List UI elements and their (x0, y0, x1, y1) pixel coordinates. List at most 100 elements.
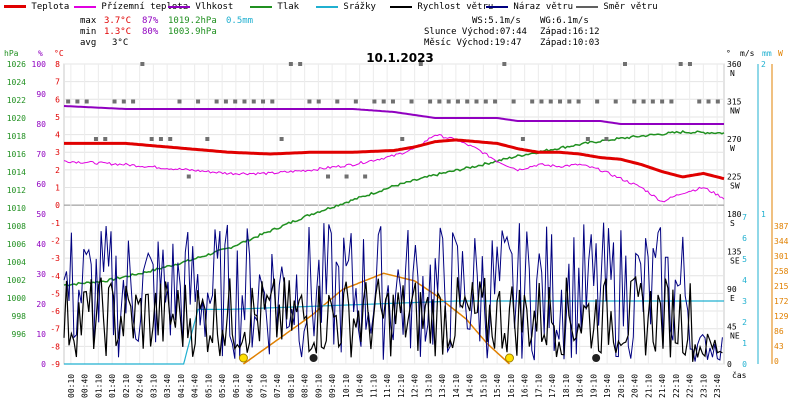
rain-tick-label: 1 (761, 210, 766, 219)
wind-dir-point (103, 137, 108, 141)
stats-max-label: max (80, 16, 97, 26)
stats-avg-temp: 3°C (112, 38, 129, 48)
x-tick-label: 22:10 (672, 374, 681, 398)
wind-dir-point (84, 99, 89, 104)
wind-dir-point (558, 99, 563, 104)
wind-dir-point (381, 99, 386, 104)
solar-tick-label: 129 (774, 312, 789, 321)
pressure-tick-label: 1014 (7, 168, 26, 177)
wind-dir-point (353, 99, 358, 104)
wind-cardinal-label: S (730, 219, 735, 228)
pressure-tick-label: 1002 (7, 276, 26, 285)
x-tick-label: 11:10 (369, 374, 378, 398)
axis-title-mm: mm (762, 49, 772, 58)
x-tick-label: 03:40 (163, 374, 172, 398)
x-tick-label: 00:10 (67, 374, 76, 398)
wind-dir-point (613, 99, 618, 104)
sunrise: Slunce Východ:07:44 (424, 27, 527, 37)
solar-tick-label: 0 (774, 357, 779, 366)
chart-title: 10.1.2023 (366, 51, 434, 65)
wind-dir-tick-label: 180 (727, 210, 742, 219)
wind-dir-point (687, 62, 692, 66)
solar-tick-label: 172 (774, 297, 789, 306)
wind-cardinal-label: N (730, 69, 735, 78)
wind-dir-point (455, 99, 460, 104)
rain-tick-label: 2 (761, 60, 766, 69)
humidity-tick-label: 100 (32, 60, 47, 69)
x-tick-label: 23:10 (699, 374, 708, 398)
wind-dir-point (93, 137, 98, 141)
sunrise-marker (238, 353, 248, 363)
wind-speed-tick-label: 0 (742, 360, 747, 369)
x-tick-label: 20:40 (631, 374, 640, 398)
temperature-tick-label: 2 (55, 166, 60, 175)
pressure-tick-label: 1004 (7, 258, 26, 267)
series-vlhkost (63, 105, 724, 125)
pressure-tick-label: 996 (12, 330, 27, 339)
wind-dir-point (548, 99, 553, 104)
stats-min-press: 1003.9hPa (168, 27, 217, 37)
wind-dir-point (363, 174, 368, 179)
temperature-tick-label: -8 (50, 342, 60, 351)
wind-speed-avg: WS:5.1m/s (472, 16, 521, 26)
wind-dir-point (576, 99, 581, 104)
sunset-marker (505, 353, 514, 363)
x-tick-label: 07:10 (259, 374, 268, 398)
wind-dir-tick-label: 270 (727, 135, 742, 144)
x-tick-label: 22:40 (686, 374, 695, 398)
wind-dir-point (261, 99, 266, 104)
axis-title-deg: ° (726, 49, 731, 58)
humidity-tick-label: 30 (36, 270, 46, 279)
humidity-tick-label: 20 (36, 300, 46, 309)
pressure-tick-label: 1022 (7, 96, 26, 105)
x-tick-label: 19:40 (603, 374, 612, 398)
x-tick-label: 02:40 (136, 374, 145, 398)
stats-max-press: 1019.2hPa (168, 16, 217, 26)
wind-dir-point (344, 174, 349, 179)
humidity-tick-label: 50 (36, 210, 46, 219)
wind-dir-point (205, 137, 210, 141)
wind-dir-point (650, 99, 655, 104)
wind-speed-tick-label: 1 (742, 339, 747, 348)
wind-dir-point (270, 99, 275, 104)
legend-rychlost-vetru: Rychlost větru (390, 2, 493, 12)
legend-vlhkost: Vlhkost (168, 2, 233, 12)
wind-dir-point (112, 99, 117, 104)
wind-dir-point (242, 99, 247, 104)
wind-cardinal-label: SE (730, 257, 740, 266)
solar-tick-label: 301 (774, 252, 789, 261)
x-tick-label: 21:10 (644, 374, 653, 398)
wind-dir-point (168, 137, 173, 141)
wind-dir-point (595, 99, 600, 104)
humidity-tick-label: 0 (41, 360, 46, 369)
legend-prizemni-teplota: Přízemní teplota (74, 2, 188, 12)
wind-cardinal-label: W (730, 144, 735, 153)
wind-dir-point (400, 137, 405, 141)
wind-dir-point (511, 99, 516, 104)
humidity-tick-label: 60 (36, 180, 46, 189)
x-tick-label: 16:10 (507, 374, 516, 398)
wind-gust: WG:6.1m/s (540, 16, 589, 26)
wind-dir-tick-label: 90 (727, 285, 737, 294)
wind-dir-point (623, 62, 627, 66)
wind-speed-tick-label: 4 (742, 276, 747, 285)
wind-dir-point (233, 99, 238, 104)
legend-naraz-vetru: Náraz větru (486, 2, 573, 12)
x-tick-label: 04:10 (177, 374, 186, 398)
temperature-tick-label: 7 (55, 78, 60, 87)
wind-dir-point (140, 62, 145, 66)
moonset-marker (309, 354, 318, 362)
temperature-tick-label: -6 (50, 307, 60, 316)
pressure-tick-label: 1026 (7, 60, 26, 69)
x-tick-label: 05:40 (218, 374, 227, 398)
wind-dir-point (121, 99, 126, 104)
humidity-tick-label: 80 (36, 120, 46, 129)
series-tlak (63, 130, 725, 287)
wind-dir-point (214, 99, 219, 104)
wind-dir-point (372, 99, 377, 104)
stats-max-rain: 0.5mm (226, 16, 254, 26)
x-tick-label: 21:40 (658, 374, 667, 398)
wind-dir-point (149, 137, 154, 141)
wind-dir-point (279, 137, 284, 141)
wind-dir-point (585, 137, 590, 141)
